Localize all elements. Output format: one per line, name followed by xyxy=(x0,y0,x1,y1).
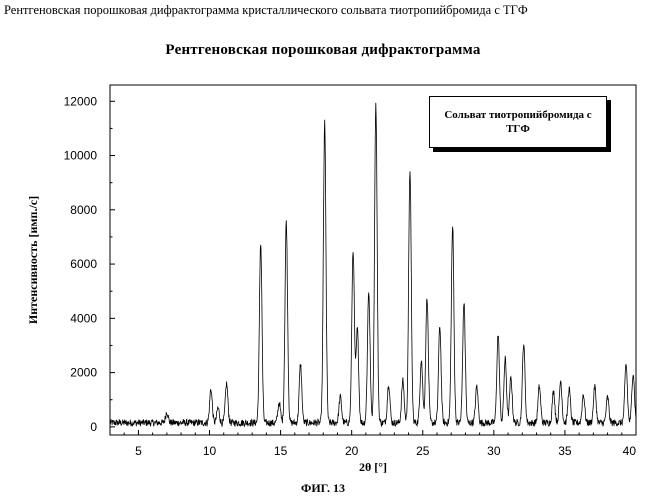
x-tick-label: 10 xyxy=(203,444,217,458)
y-tick-label: 12000 xyxy=(64,94,98,108)
figure-caption: ФИГ. 13 xyxy=(301,481,345,495)
x-tick-label: 35 xyxy=(558,444,572,458)
chart-title: Рентгеновская порошковая дифрактограмма xyxy=(165,42,481,58)
page-header-text: Рентгеновская порошковая дифрактограмма … xyxy=(4,3,528,17)
x-tick-label: 30 xyxy=(487,444,501,458)
x-tick-label: 15 xyxy=(274,444,288,458)
diffraction-trace xyxy=(109,102,637,428)
y-tick-label: 2000 xyxy=(70,366,97,380)
x-tick-label: 5 xyxy=(135,444,142,458)
y-tick-label: 10000 xyxy=(64,149,98,163)
y-tick-label: 4000 xyxy=(70,311,97,325)
y-axis-ticks: 0 2000 4000 6000 8000 10000 12000 xyxy=(64,94,115,434)
legend-label: Сольват тиотропийбромида с ТГФ xyxy=(444,109,592,135)
y-tick-label: 0 xyxy=(90,420,97,434)
x-tick-label: 25 xyxy=(416,444,430,458)
x-axis-ticks: 5 10 15 20 25 30 35 40 xyxy=(123,430,637,458)
legend-box: Сольват тиотропийбромида с ТГФ xyxy=(429,96,607,148)
y-tick-label: 6000 xyxy=(70,257,97,271)
plot-area-frame xyxy=(109,84,637,436)
y-axis-title: Интенсивность [имп./с] xyxy=(26,196,40,324)
y-tick-label: 8000 xyxy=(70,203,97,217)
x-axis-title: 2θ [°] xyxy=(359,460,387,474)
x-tick-label: 40 xyxy=(623,444,637,458)
x-tick-label: 20 xyxy=(345,444,359,458)
